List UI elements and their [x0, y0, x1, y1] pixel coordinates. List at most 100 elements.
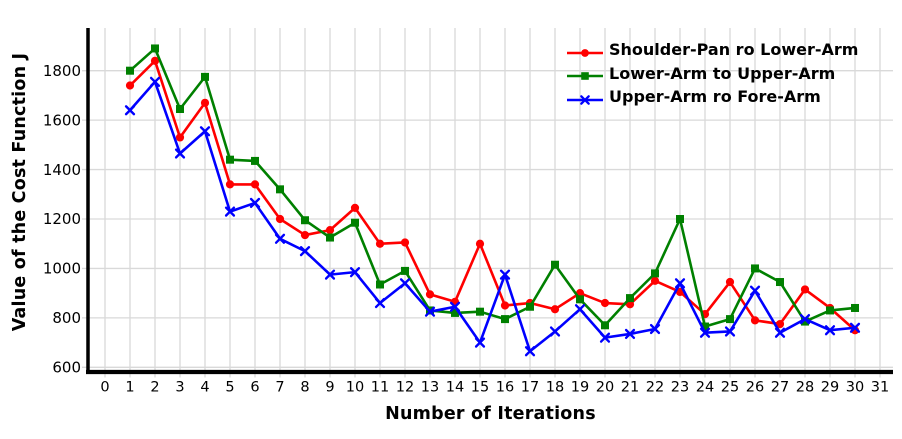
x-tick-label: 14: [446, 380, 464, 396]
x-tick-label: 11: [371, 380, 389, 396]
x-tick-label: 7: [275, 380, 284, 396]
legend-marker-green-square-icon: [566, 67, 604, 81]
data-point-x: [374, 297, 386, 309]
x-tick-label: 8: [300, 380, 309, 396]
x-tick-label: 6: [250, 380, 259, 396]
data-point-x: [524, 346, 536, 357]
data-point-square: [651, 269, 659, 278]
data-point-x: [699, 327, 711, 338]
x-tick-label: 28: [796, 380, 814, 396]
series-1: [126, 44, 859, 331]
x-tick-label: 27: [771, 380, 789, 396]
series-2: [124, 76, 861, 357]
x-tick-label: 3: [175, 380, 184, 396]
data-point-square: [151, 44, 159, 53]
x-tick-label: 22: [646, 380, 664, 396]
data-point-x: [624, 328, 636, 340]
data-point-x: [199, 126, 211, 137]
data-point-x: [349, 267, 361, 278]
data-point-circle: [225, 180, 235, 189]
x-tick-label: 18: [546, 380, 564, 396]
series-0: [125, 56, 860, 335]
x-tick-label: 10: [346, 380, 364, 396]
y-tick-label: 600: [52, 359, 81, 377]
y-tick-label: 1600: [43, 111, 81, 129]
legend-item-label: Upper-Arm ro Fore-Arm: [609, 87, 821, 107]
series-line-0: [129, 59, 856, 332]
data-point-square: [701, 322, 709, 331]
data-point-circle: [300, 230, 310, 240]
data-point-square: [201, 72, 209, 81]
series-line-2: [129, 80, 856, 353]
x-tick-label: 15: [471, 380, 489, 396]
data-point-circle: [500, 301, 510, 310]
data-point-circle: [600, 298, 610, 308]
data-point-circle: [175, 133, 185, 142]
x-tick-label: 23: [671, 380, 689, 396]
data-point-x: [149, 76, 161, 87]
data-point-square: [826, 306, 834, 315]
data-point-square: [376, 280, 384, 289]
data-point-circle: [775, 319, 785, 329]
data-point-circle: [550, 305, 560, 314]
x-tick-label: 16: [496, 380, 514, 396]
data-point-square: [751, 264, 759, 273]
x-tick-label: 31: [871, 380, 889, 396]
data-point-x: [399, 278, 411, 289]
data-point-circle: [750, 316, 760, 325]
x-tick-label: 12: [396, 380, 414, 396]
data-point-x: [749, 285, 761, 296]
y-tick-label: 1000: [43, 260, 81, 278]
data-point-square: [576, 295, 584, 304]
data-point-x: [449, 301, 461, 312]
data-point-x: [774, 327, 786, 338]
data-point-square: [176, 105, 184, 114]
x-tick-label: 21: [621, 380, 639, 396]
data-point-x: [580, 94, 590, 105]
data-point-circle: [350, 203, 360, 212]
x-tick-label: 20: [596, 380, 614, 396]
y-tick-label: 1800: [43, 62, 81, 80]
data-point-x: [724, 326, 736, 337]
data-point-circle: [725, 277, 735, 287]
data-point-square: [626, 294, 634, 303]
legend-item-label: Lower-Arm to Upper-Arm: [609, 63, 836, 83]
legend-marker-blue-x-icon: [566, 91, 604, 105]
data-point-circle: [200, 98, 210, 107]
legend-item-shoulder-pan-ro-lower-arm: Shoulder-Pan ro Lower-Arm: [566, 38, 858, 62]
y-tick-label: 1200: [43, 210, 81, 228]
data-point-circle: [125, 81, 135, 90]
y-tick-label: 800: [52, 309, 81, 327]
y-axis-title: Value of the Cost Function J: [10, 52, 30, 332]
legend-swatch-canvas: [567, 72, 603, 81]
data-point-square: [251, 156, 259, 165]
data-point-square: [276, 185, 284, 194]
x-tick-label: 1: [125, 380, 134, 396]
y-tick-label: 1400: [43, 161, 81, 179]
data-point-square: [676, 215, 684, 223]
data-point-x: [799, 314, 811, 325]
data-point-square: [476, 307, 484, 316]
data-point-x: [174, 148, 186, 159]
x-tick-label: 26: [746, 380, 764, 396]
data-point-x: [424, 306, 436, 317]
x-tick-label: 25: [721, 380, 739, 396]
data-point-circle: [250, 180, 260, 189]
x-tick-label: 4: [200, 380, 209, 396]
x-tick-label: 9: [325, 380, 334, 396]
data-point-square: [601, 321, 609, 330]
x-tick-label: 30: [846, 380, 864, 396]
data-point-x: [474, 337, 486, 348]
x-tick-label: 2: [150, 380, 159, 396]
data-point-square: [401, 266, 409, 275]
x-tick-label: 13: [421, 380, 439, 396]
data-point-circle: [400, 238, 410, 247]
data-point-x: [299, 246, 311, 257]
legend-item-lower-arm-to-upper-arm: Lower-Arm to Upper-Arm: [566, 62, 858, 86]
data-point-circle: [275, 214, 285, 224]
y-tick-labels: 600 800 1000 1200 1400 1600 1800: [43, 62, 81, 377]
data-point-square: [726, 315, 734, 324]
x-axis-title: Number of Iterations: [385, 404, 596, 424]
